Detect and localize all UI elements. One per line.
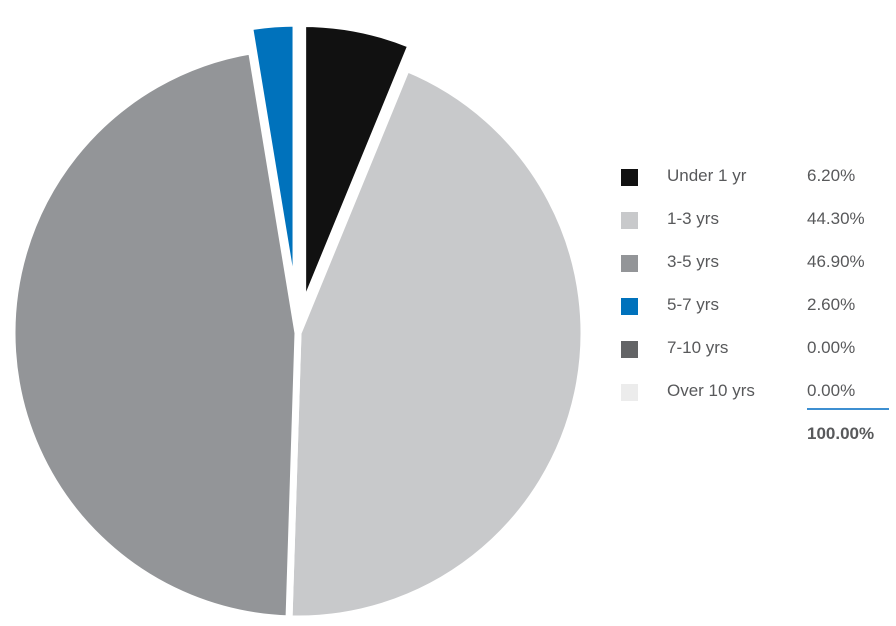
legend-swatch [621, 298, 638, 315]
legend-item: Under 1 yr 6.20% [621, 164, 891, 207]
legend-item: 3-5 yrs 46.90% [621, 250, 891, 293]
legend-swatch [621, 212, 638, 229]
pie-slice [299, 19, 416, 311]
legend-label: 7-10 yrs [667, 338, 729, 357]
legend-swatch [621, 255, 638, 272]
legend-label: 1-3 yrs [667, 209, 719, 228]
legend-item: 7-10 yrs 0.00% [621, 336, 891, 379]
legend-value: 0.00% [807, 338, 856, 357]
legend-value: 44.30% [807, 209, 865, 228]
legend-label: Over 10 yrs [667, 381, 755, 400]
pie-slice [285, 63, 588, 623]
total-rule [807, 408, 889, 410]
legend-total-value: 100.00% [807, 424, 875, 443]
legend-swatch [621, 384, 638, 401]
legend-item: 1-3 yrs 44.30% [621, 207, 891, 250]
legend-value: 0.00% [807, 381, 856, 400]
legend-swatch [621, 169, 638, 186]
legend-value: 6.20% [807, 166, 856, 185]
legend: Under 1 yr 6.20% 1-3 yrs 44.30% 3-5 yrs 46.90… [621, 164, 891, 443]
legend-item: 5-7 yrs 2.60% [621, 293, 891, 336]
legend-label: 3-5 yrs [667, 252, 719, 271]
legend-item: Over 10 yrs 0.00% [621, 379, 891, 422]
legend-value: 46.90% [807, 252, 865, 271]
legend-value: 2.60% [807, 295, 856, 314]
pie-slice [245, 19, 300, 310]
legend-label: Under 1 yr [667, 166, 747, 185]
pie-chart [8, 19, 588, 623]
legend-swatch [621, 341, 638, 358]
pie-slice [8, 46, 302, 623]
legend-label: 5-7 yrs [667, 295, 719, 314]
